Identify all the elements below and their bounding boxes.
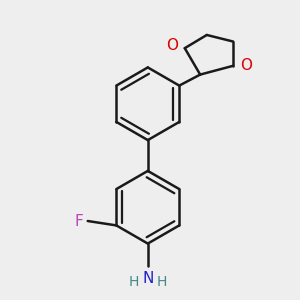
- Text: O: O: [240, 58, 252, 73]
- Text: H: H: [157, 275, 167, 290]
- Text: H: H: [128, 275, 139, 290]
- Text: N: N: [142, 271, 154, 286]
- Text: F: F: [75, 214, 83, 229]
- Text: O: O: [166, 38, 178, 53]
